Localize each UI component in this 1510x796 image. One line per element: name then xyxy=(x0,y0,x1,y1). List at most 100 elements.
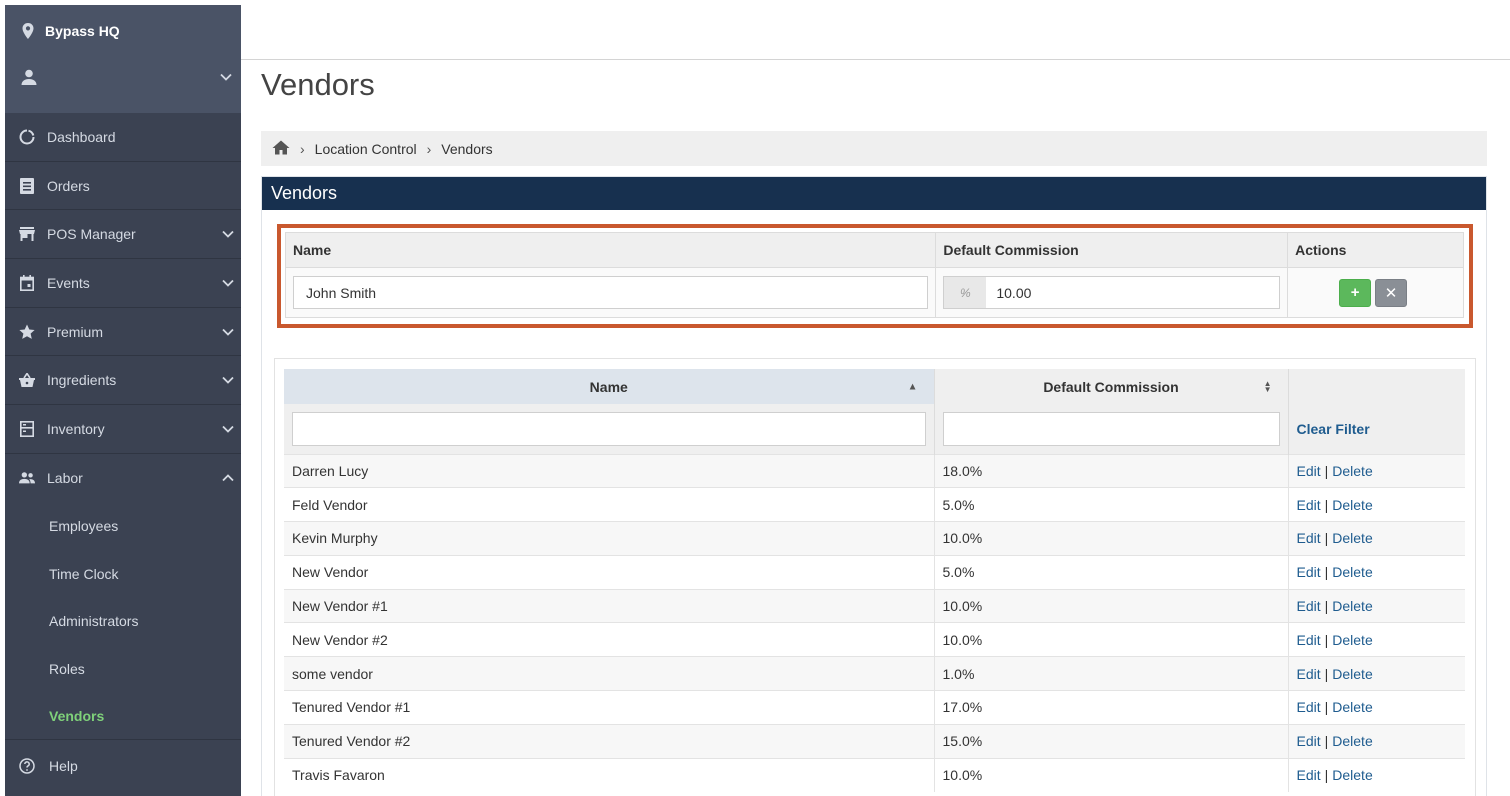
sidebar-item-events[interactable]: Events xyxy=(5,259,241,308)
sidebar-item-premium[interactable]: Premium xyxy=(5,308,241,357)
vendor-name-cell: Kevin Murphy xyxy=(284,521,935,556)
link-separator: | xyxy=(1324,699,1329,716)
column-header-label: Name xyxy=(589,378,628,395)
vendor-commission: 5.0% xyxy=(942,496,975,513)
sidebar-subitem-time-clock[interactable]: Time Clock xyxy=(5,550,241,598)
delete-link[interactable]: Delete xyxy=(1332,699,1373,716)
filter-cell xyxy=(284,404,935,454)
sidebar-item-label: Orders xyxy=(47,177,90,194)
sidebar-item-inventory[interactable]: Inventory xyxy=(5,405,241,454)
chevron-down-icon xyxy=(221,227,235,241)
chevron-down-icon xyxy=(221,422,235,436)
sidebar: Bypass HQ Dashboard Orders POS Manager xyxy=(5,5,241,796)
edit-link[interactable]: Edit xyxy=(1296,530,1321,547)
link-separator: | xyxy=(1324,598,1329,615)
sidebar-item-orders[interactable]: Orders xyxy=(5,162,241,211)
sidebar-subitem-label: Administrators xyxy=(49,613,139,630)
delete-link[interactable]: Delete xyxy=(1332,462,1373,479)
vendors-panel: Vendors xyxy=(261,176,1487,796)
delete-link[interactable]: Delete xyxy=(1332,564,1373,581)
commission-input-group: % 10.00 xyxy=(943,276,1281,309)
commission-input[interactable]: 10.00 xyxy=(996,284,1032,301)
delete-link[interactable]: Delete xyxy=(1332,530,1373,547)
map-pin-icon xyxy=(21,23,35,39)
column-header-actions xyxy=(1288,369,1465,404)
edit-link[interactable]: Edit xyxy=(1296,564,1321,581)
vendor-actions-cell: Edit | Delete xyxy=(1288,554,1465,590)
delete-link[interactable]: Delete xyxy=(1332,598,1373,615)
sidebar-item-label: Premium xyxy=(47,323,104,340)
edit-link[interactable]: Edit xyxy=(1296,699,1321,716)
vendor-name-cell: Travis Favaron xyxy=(284,757,935,792)
sidebar-subitem-employees[interactable]: Employees xyxy=(5,503,241,551)
column-header-name[interactable]: Name ▲ xyxy=(284,369,935,404)
basket-icon xyxy=(19,372,35,388)
sidebar-item-pos-manager[interactable]: POS Manager xyxy=(5,210,241,260)
cancel-button[interactable]: ✕ xyxy=(1375,278,1408,307)
edit-link[interactable]: Edit xyxy=(1296,598,1321,615)
vendor-name: New Vendor xyxy=(292,564,369,581)
sort-ascending-icon: ▲ xyxy=(907,381,918,392)
sidebar-subitem-administrators[interactable]: Administrators xyxy=(5,598,241,646)
vendor-commission-cell: 15.0% xyxy=(934,723,1289,759)
vendor-actions-cell: Edit | Delete xyxy=(1288,521,1465,556)
page-title: Vendors xyxy=(261,67,375,102)
sidebar-item-help[interactable]: Help xyxy=(5,739,241,791)
sidebar-item-label: Labor xyxy=(47,470,83,487)
sidebar-subitem-roles[interactable]: Roles xyxy=(5,645,241,693)
table-row: Kevin Murphy 10.0% Edit | Delete xyxy=(284,521,1465,556)
link-separator: | xyxy=(1324,631,1329,648)
chevron-down-icon xyxy=(221,276,235,290)
add-button[interactable]: + xyxy=(1339,278,1372,307)
edit-link[interactable]: Edit xyxy=(1296,631,1321,648)
sidebar-item-labor[interactable]: Labor xyxy=(5,454,241,503)
edit-link[interactable]: Edit xyxy=(1296,767,1321,784)
sidebar-item-ingredients[interactable]: Ingredients xyxy=(5,356,241,406)
home-icon[interactable] xyxy=(272,140,290,158)
vendor-commission: 10.0% xyxy=(942,767,983,784)
sidebar-item-dashboard[interactable]: Dashboard xyxy=(5,113,241,162)
link-separator: | xyxy=(1324,665,1329,682)
vendor-commission: 17.0% xyxy=(942,699,983,716)
sidebar-item-label: Ingredients xyxy=(47,372,117,389)
user-menu[interactable] xyxy=(21,69,233,90)
delete-link[interactable]: Delete xyxy=(1332,767,1373,784)
vendor-name: Feld Vendor xyxy=(292,496,368,513)
sidebar-subitem-vendors[interactable]: Vendors xyxy=(5,693,241,741)
name-filter-input[interactable] xyxy=(292,411,926,446)
table-row: New Vendor 5.0% Edit | Delete xyxy=(284,554,1465,590)
vendor-name-input[interactable]: John Smith xyxy=(293,276,929,309)
commission-filter-input[interactable] xyxy=(942,411,1280,446)
delete-link[interactable]: Delete xyxy=(1332,733,1373,750)
vendor-commission: 10.0% xyxy=(942,631,983,648)
breadcrumb-link-location-control[interactable]: Location Control xyxy=(314,140,417,157)
edit-link[interactable]: Edit xyxy=(1296,733,1321,750)
vendor-commission-cell: 10.0% xyxy=(934,622,1289,657)
vendor-table: Name ▲ Default Commission ▲ ▼ Clear Filte… xyxy=(284,369,1465,792)
location-name: Bypass HQ xyxy=(45,23,120,39)
vendor-name-cell: New Vendor xyxy=(284,554,935,590)
vendor-commission: 1.0% xyxy=(942,665,975,682)
delete-link[interactable]: Delete xyxy=(1332,496,1373,513)
edit-link[interactable]: Edit xyxy=(1296,665,1321,682)
edit-link[interactable]: Edit xyxy=(1296,496,1321,513)
add-col-commission: Default Commission xyxy=(935,232,1289,268)
chevron-up-icon xyxy=(221,471,235,485)
table-row: New Vendor #1 10.0% Edit | Delete xyxy=(284,588,1465,623)
chevron-right-icon: › xyxy=(426,140,432,157)
vendor-name: New Vendor #1 xyxy=(292,598,388,615)
column-header-commission[interactable]: Default Commission ▲ ▼ xyxy=(934,369,1289,404)
delete-link[interactable]: Delete xyxy=(1332,631,1373,648)
edit-link[interactable]: Edit xyxy=(1296,462,1321,479)
sidebar-subitem-label: Time Clock xyxy=(49,565,119,582)
vendor-name: Tenured Vendor #2 xyxy=(292,733,411,750)
vendor-name: Travis Favaron xyxy=(292,767,385,784)
delete-link[interactable]: Delete xyxy=(1332,665,1373,682)
panel-title: Vendors xyxy=(262,177,1486,210)
link-separator: | xyxy=(1324,733,1329,750)
vendor-actions-cell: Edit | Delete xyxy=(1288,690,1465,725)
clear-filter-link[interactable]: Clear Filter xyxy=(1296,420,1370,437)
chevron-down-icon xyxy=(219,70,233,89)
vendor-name-cell: New Vendor #1 xyxy=(284,588,935,623)
location-selector[interactable]: Bypass HQ xyxy=(21,23,120,39)
